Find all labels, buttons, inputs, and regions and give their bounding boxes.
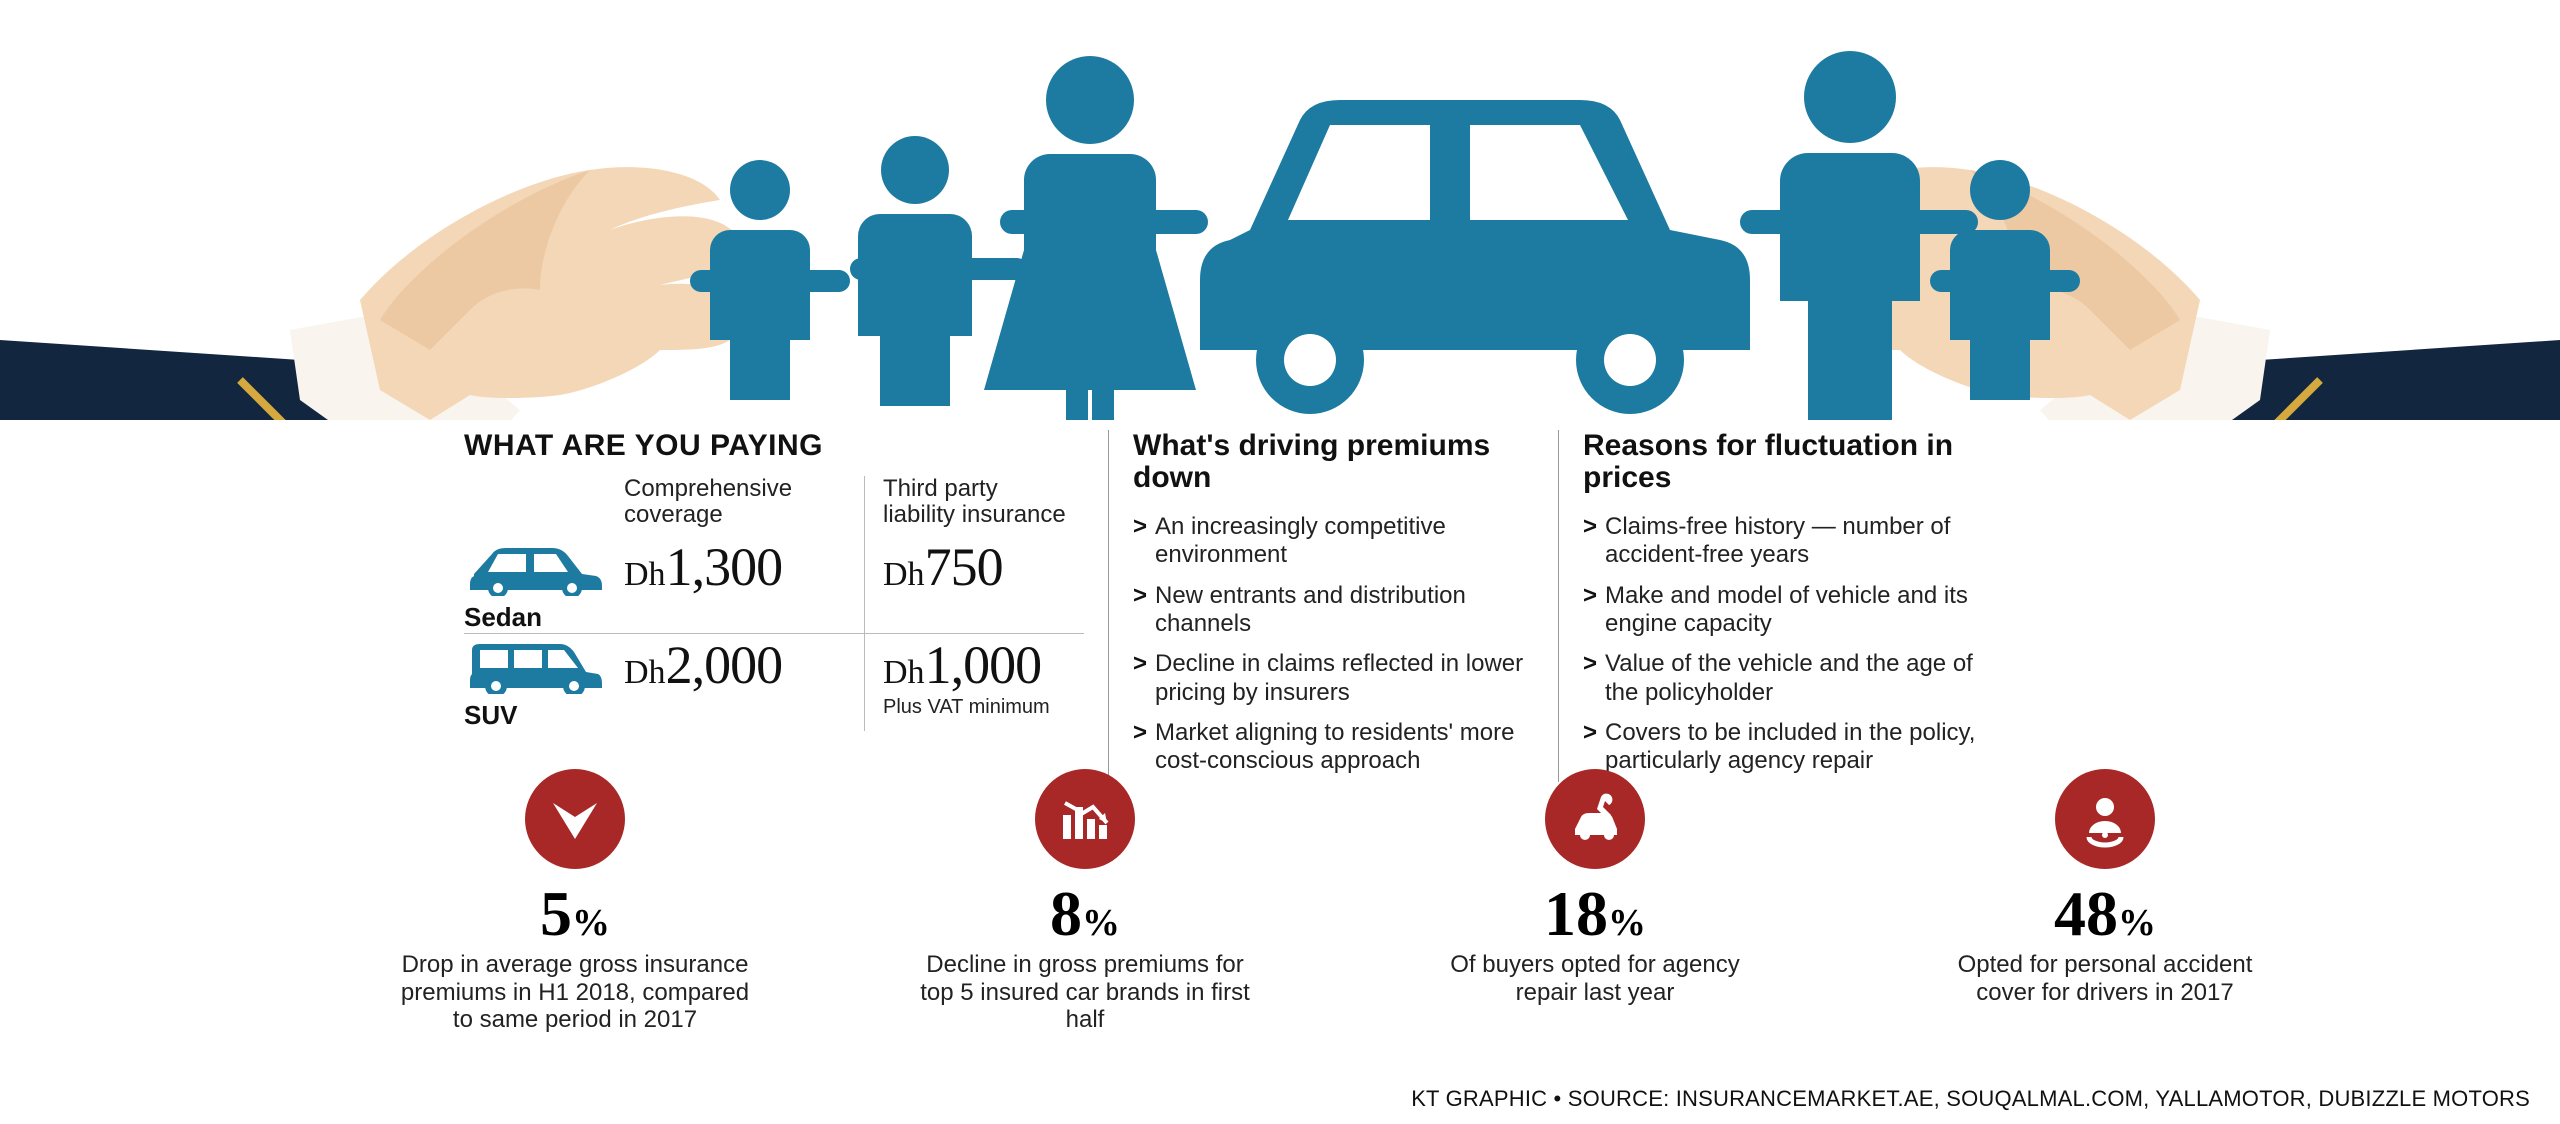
driving-down-list: An increasingly competitive environment … (1133, 507, 1534, 782)
stat-4: 48% Opted for personal accident cover fo… (1910, 769, 2300, 1034)
stat-4-value: 48% (1910, 877, 2300, 951)
paying-table: Comprehensive coverage Third party liabi… (464, 476, 1084, 732)
vat-note: Plus VAT minimum (883, 696, 1084, 719)
left-hand-icon (0, 167, 740, 420)
family-car-chain-icon (690, 51, 2080, 420)
source-credit: KT GRAPHIC • SOURCE: INSURANCEMARKET.AE,… (1411, 1086, 2530, 1112)
list-item: Value of the vehicle and the age of the … (1583, 644, 2004, 713)
right-hand-icon (1820, 167, 2560, 420)
suv-icon (464, 634, 604, 694)
stats-row: 5% Drop in average gross insurance premi… (380, 769, 2300, 1034)
list-item: Decline in claims reflected in lower pri… (1133, 644, 1534, 713)
sedan-comp-price: Dh1,300 (624, 536, 864, 633)
list-item: Make and model of vehicle and its engine… (1583, 576, 2004, 645)
driving-down-section: What's driving premiums down An increasi… (1108, 430, 1558, 782)
stat-3-value: 18% (1400, 877, 1790, 951)
vehicle-sedan: Sedan (464, 536, 624, 633)
chart-down-icon (1035, 769, 1135, 869)
sedan-icon (464, 536, 604, 596)
vehicle-suv-label: SUV (464, 700, 517, 731)
stat-3: 18% Of buyers opted for agency repair la… (1400, 769, 1790, 1034)
vehicle-sedan-label: Sedan (464, 602, 542, 633)
stat-1-text: Drop in average gross insurance premiums… (380, 951, 770, 1034)
hero-illustration (0, 0, 2560, 420)
stat-2-value: 8% (890, 877, 1280, 951)
stat-2-text: Decline in gross premiums for top 5 insu… (890, 951, 1280, 1034)
list-item: New entrants and distribution channels (1133, 576, 1534, 645)
vehicle-suv: SUV (464, 634, 624, 731)
fluctuation-section: Reasons for fluctuation in prices Claims… (1558, 430, 2028, 782)
stat-3-text: Of buyers opted for agency repair last y… (1400, 951, 1790, 1006)
car-icon (1200, 100, 1750, 414)
paying-header-tpl: Third party liability insurance (864, 476, 1084, 537)
car-wrench-icon (1545, 769, 1645, 869)
stat-1-value: 5% (380, 877, 770, 951)
paying-header-comp: Comprehensive coverage (624, 476, 864, 537)
stat-2: 8% Decline in gross premiums for top 5 i… (890, 769, 1280, 1034)
paying-title: WHAT ARE YOU PAYING (464, 430, 1084, 462)
sedan-tpl-price: Dh750 (864, 536, 1084, 633)
stat-1: 5% Drop in average gross insurance premi… (380, 769, 770, 1034)
paying-section: WHAT ARE YOU PAYING Comprehensive covera… (440, 430, 1108, 782)
driver-icon (2055, 769, 2155, 869)
fluctuation-title: Reasons for fluctuation in prices (1583, 430, 2004, 493)
fluctuation-list: Claims-free history — number of accident… (1583, 507, 2004, 782)
driving-down-title: What's driving premiums down (1133, 430, 1534, 493)
stat-4-text: Opted for personal accident cover for dr… (1910, 951, 2300, 1006)
list-item: Claims-free history — number of accident… (1583, 507, 2004, 576)
list-item: An increasingly competitive environment (1133, 507, 1534, 576)
content-columns: WHAT ARE YOU PAYING Comprehensive covera… (440, 430, 2300, 782)
arrow-down-icon (525, 769, 625, 869)
suv-comp-price: Dh2,000 (624, 634, 864, 731)
suv-tpl-price: Dh1,000 Plus VAT minimum (864, 634, 1084, 731)
